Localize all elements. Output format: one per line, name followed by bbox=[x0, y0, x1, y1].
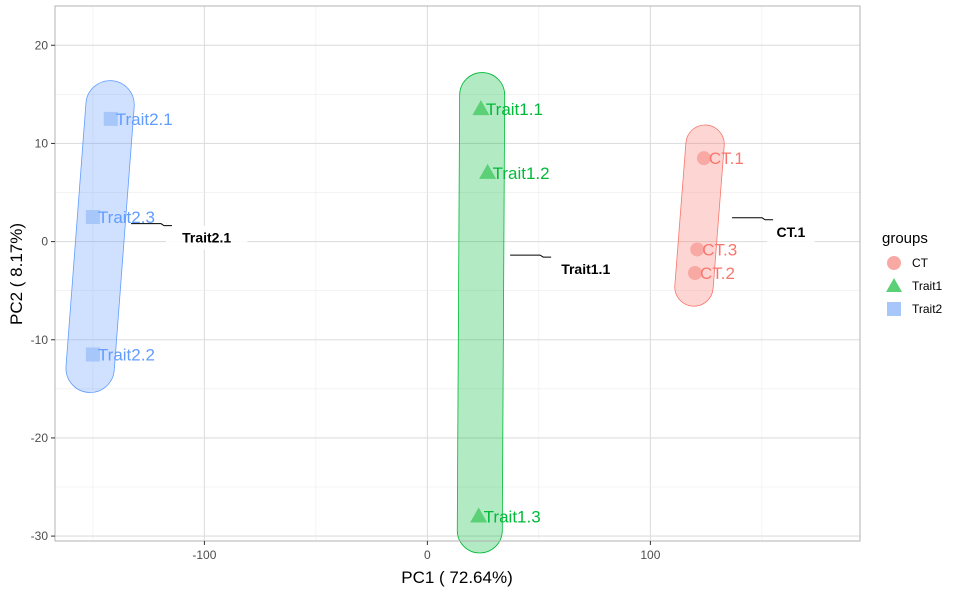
label-trait2-3: Trait2.3 bbox=[98, 208, 155, 227]
ellipse-trait1 bbox=[456, 72, 506, 554]
x-axis-title: PC1 ( 72.64%) bbox=[401, 568, 513, 587]
group-label-box-trait1 bbox=[545, 257, 627, 282]
group-ellipses bbox=[65, 72, 725, 554]
label-ct-2: CT.2 bbox=[700, 264, 735, 283]
point-trait2-2 bbox=[85, 347, 100, 362]
leader-trait2 bbox=[131, 223, 173, 227]
x-tick-label: 100 bbox=[640, 548, 660, 562]
y-tick-label: -10 bbox=[31, 333, 49, 347]
y-tick-label: -20 bbox=[31, 431, 49, 445]
x-tick-label: -100 bbox=[192, 548, 216, 562]
label-ct-3: CT.3 bbox=[702, 240, 737, 259]
ellipse-trait2 bbox=[65, 80, 135, 393]
point-trait1-1 bbox=[472, 100, 490, 116]
legend-title: groups bbox=[882, 230, 928, 247]
group-label-ct: CT.1 bbox=[776, 224, 805, 240]
legend-label-trait1: Trait1 bbox=[912, 279, 943, 293]
point-trait1-3 bbox=[470, 507, 488, 523]
label-trait1-1: Trait1.1 bbox=[486, 100, 543, 119]
group-label-box-trait2 bbox=[166, 225, 248, 250]
group-label-trait2: Trait2.1 bbox=[182, 230, 231, 246]
legend-key-trait1 bbox=[886, 278, 902, 292]
legend-key-trait2 bbox=[887, 302, 901, 316]
label-ct-1: CT.1 bbox=[709, 149, 744, 168]
legend-label-trait2: Trait2 bbox=[912, 302, 943, 316]
label-trait2-2: Trait2.2 bbox=[98, 345, 155, 364]
point-labels: CT.1 CT.2 CT.3 Trait1.1 Trait1.2 Trait1.3 Trai… bbox=[98, 100, 806, 526]
label-trait1-2: Trait1.2 bbox=[493, 164, 550, 183]
x-tick-label: 0 bbox=[424, 548, 431, 562]
legend-label-ct: CT bbox=[912, 256, 929, 270]
y-tick-label: 0 bbox=[41, 235, 48, 249]
group-label-box-ct bbox=[767, 219, 815, 244]
y-axis-title: PC2 ( 8.17%) bbox=[7, 223, 26, 325]
point-ct-3 bbox=[690, 242, 705, 257]
point-trait2-1 bbox=[103, 111, 118, 126]
point-trait1-2 bbox=[479, 163, 497, 179]
legend-key-ct bbox=[887, 256, 901, 270]
label-trait2-1: Trait2.1 bbox=[116, 110, 173, 129]
point-ct-1 bbox=[696, 151, 711, 166]
y-tick-label: -30 bbox=[31, 529, 49, 543]
data-points bbox=[85, 100, 711, 523]
group-label-trait1: Trait1.1 bbox=[561, 261, 610, 277]
label-trait1-3: Trait1.3 bbox=[484, 507, 541, 526]
leader-ct bbox=[732, 217, 774, 221]
leader-trait1 bbox=[510, 254, 552, 258]
y-tick-label: 20 bbox=[35, 38, 49, 52]
point-ct-2 bbox=[687, 266, 702, 281]
group-label-leaders bbox=[131, 217, 815, 282]
panel-border bbox=[54, 5, 861, 542]
point-trait2-3 bbox=[85, 210, 100, 225]
ellipse-ct bbox=[674, 124, 725, 307]
y-tick-label: 10 bbox=[35, 136, 49, 150]
legend: groups CT Trait1 Trait2 bbox=[882, 230, 943, 316]
